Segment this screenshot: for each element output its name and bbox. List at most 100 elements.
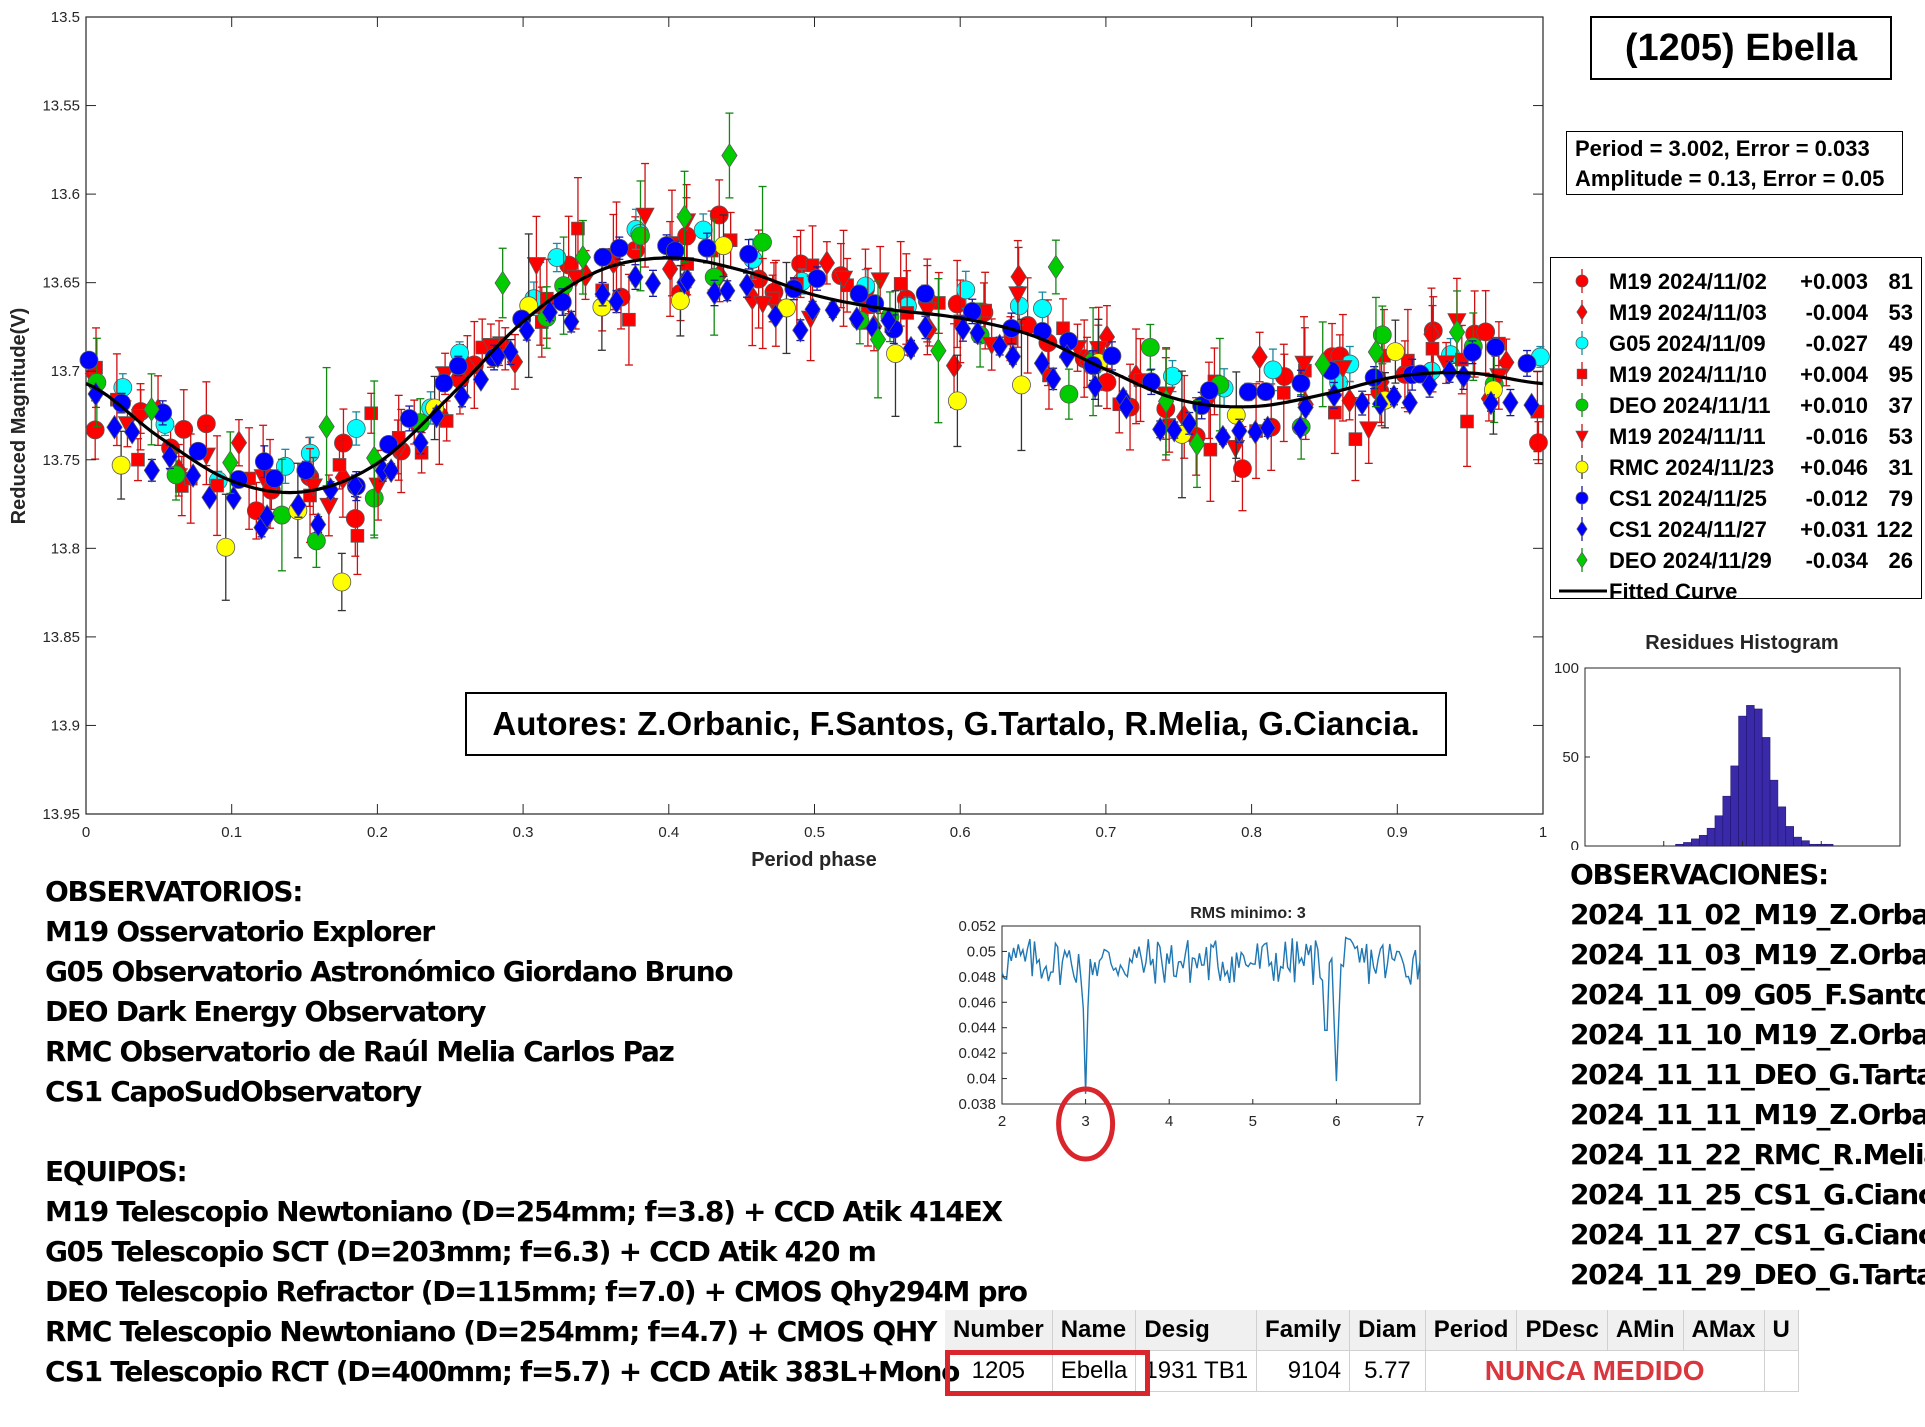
histogram-bar — [1754, 708, 1763, 847]
y-tick-label: 13.8 — [51, 540, 80, 557]
observatorio-item: DEO Dark Energy Observatory — [45, 995, 486, 1028]
observacion-item: 2024_11_09_G05_F.Santos — [1570, 978, 1925, 1011]
observaciones-heading: OBSERVACIONES: — [1570, 858, 1829, 891]
data-point — [85, 420, 105, 440]
x-tick-label: 0.1 — [221, 824, 242, 841]
observacion-item: 2024_11_29_DEO_G.Tartalo — [1570, 1258, 1925, 1291]
data-point — [502, 339, 519, 365]
observatorio-item: RMC Observatorio de Raúl Melia Carlos Pa… — [45, 1035, 675, 1068]
data-point — [956, 280, 976, 300]
data-point — [1367, 339, 1385, 365]
rms-plot-area — [1001, 925, 1421, 1105]
y-tick-label: 13.95 — [42, 806, 80, 823]
data-point — [210, 478, 224, 493]
y-tick-label: 13.75 — [42, 452, 80, 469]
data-point — [1341, 388, 1358, 414]
table-header-cell: AMax — [1683, 1310, 1765, 1351]
histogram-bar — [1691, 838, 1700, 847]
data-point — [1251, 344, 1268, 370]
data-point — [472, 367, 490, 392]
data-point — [706, 280, 723, 306]
data-point — [1059, 384, 1079, 404]
x-axis-label: Period phase — [751, 849, 877, 871]
data-point — [131, 452, 145, 467]
legend-offset: -0.034 — [1805, 548, 1868, 573]
data-point — [792, 317, 809, 343]
data-point — [1476, 322, 1496, 342]
histogram-y-tick-label: 100 — [1554, 660, 1579, 677]
data-point — [1181, 410, 1198, 436]
data-point — [1529, 433, 1548, 453]
data-point — [1354, 390, 1371, 416]
rms-x-tick-label: 7 — [1416, 1113, 1424, 1130]
data-point — [290, 492, 307, 518]
data-point — [1012, 375, 1031, 395]
data-point — [1233, 459, 1252, 479]
data-point — [1263, 360, 1283, 380]
rms-chart: RMS minimo: 3 2 3 4 5 6 7 0.038 0.04 0.042 0.044 0… — [958, 905, 1424, 1162]
data-point — [608, 289, 625, 314]
legend-count: 53 — [1888, 424, 1913, 449]
data-point — [679, 267, 696, 293]
legend-item: M19 2024/11/02 +0.003 81 — [1551, 266, 1921, 296]
data-point — [886, 344, 905, 363]
x-tick-label: 0.3 — [513, 824, 534, 841]
legend-marker — [1575, 336, 1589, 350]
period-box: Period = 3.002, Error = 0.033 Amplitude … — [1566, 131, 1903, 195]
data-point — [1033, 350, 1051, 376]
data-point — [1259, 415, 1276, 441]
observacion-item: 2024_11_11_M19_Z.Orbanic — [1570, 1098, 1925, 1131]
data-point — [112, 393, 131, 413]
data-point — [106, 414, 123, 440]
data-point — [1448, 319, 1466, 345]
data-point — [1482, 390, 1500, 416]
legend-count: 122 — [1876, 517, 1913, 542]
series-7 — [79, 232, 1537, 502]
data-point — [627, 264, 644, 290]
observacion-item: 2024_11_25_CS1_G.Ciancia — [1570, 1178, 1925, 1211]
legend-count: 53 — [1888, 300, 1913, 325]
histogram-title: Residues Histogram — [1645, 632, 1838, 654]
table-cell-u — [1764, 1350, 1799, 1392]
observatorio-item: M19 Osservatorio Explorer — [45, 915, 435, 948]
data-point — [622, 312, 636, 327]
table-header-cell: PDesc — [1516, 1310, 1608, 1351]
data-point — [1348, 432, 1363, 446]
table-cell-name: Ebella — [1052, 1350, 1137, 1392]
data-point — [494, 270, 511, 296]
legend-series-name: M19 2024/11/03 — [1609, 300, 1767, 325]
data-point — [991, 333, 1008, 359]
data-point — [309, 512, 327, 537]
residues-histogram: Residues Histogram -0.2-0.100.10.2050100 — [1554, 632, 1901, 850]
rms-y-tick-label: 0.05 — [967, 943, 996, 960]
data-point — [174, 419, 194, 439]
data-point — [917, 314, 934, 340]
data-point — [547, 248, 567, 267]
data-point — [332, 458, 347, 472]
data-point — [124, 419, 141, 445]
data-point — [1226, 405, 1246, 425]
data-point — [1297, 394, 1314, 420]
data-point — [893, 277, 908, 291]
legend-symbol — [1575, 331, 1589, 355]
histogram-bar — [1824, 843, 1834, 847]
rms-title: RMS minimo: 3 — [1190, 905, 1306, 922]
x-tick-label: 0.8 — [1241, 824, 1262, 841]
legend-offset: +0.031 — [1800, 517, 1868, 542]
rms-y-tick-label: 0.048 — [958, 969, 996, 986]
rms-x-tick-label: 2 — [998, 1113, 1006, 1130]
table-cell-desig: 1931 TB1 — [1135, 1350, 1258, 1392]
data-point — [1045, 366, 1062, 392]
data-point — [714, 236, 733, 256]
data-point — [563, 309, 580, 335]
histogram-bar — [1746, 705, 1755, 847]
histogram-bars — [1675, 705, 1834, 847]
data-point — [448, 356, 468, 376]
data-point — [1523, 392, 1540, 418]
legend-item: M19 2024/11/03 -0.004 53 — [1551, 297, 1921, 327]
rms-y-tick-label: 0.038 — [958, 1096, 996, 1113]
equipos-heading: EQUIPOS: — [45, 1155, 188, 1188]
data-point — [865, 294, 885, 314]
histogram-bar — [1714, 815, 1724, 847]
legend-item: G05 2024/11/09 -0.027 49 — [1551, 328, 1921, 358]
